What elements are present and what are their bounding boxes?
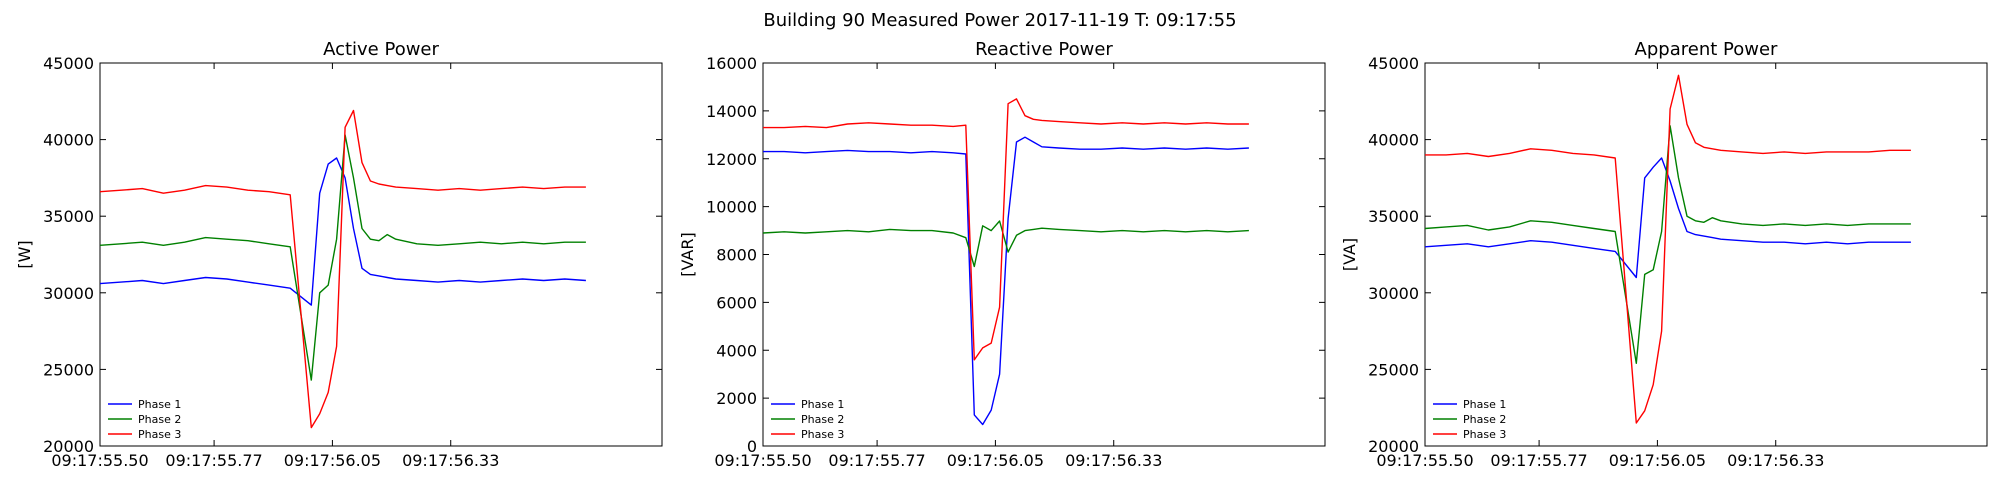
legend-label: Phase 1 [138,398,181,411]
legend-label: Phase 2 [138,413,181,426]
x-tick-label: 09:17:56.33 [402,451,499,470]
chart-title: Active Power [323,39,439,60]
chart-panel-3: Apparent Power [VA] 20000 25000 30000 35000 40… [1340,39,1988,470]
chart-panel-1: Active Power [W] 20000 25000 30000 35000 40000… [15,39,663,470]
y-tick-label: 30000 [1368,284,1419,303]
y-tick-label: 16000 [706,54,757,73]
figure-suptitle: Building 90 Measured Power 2017-11-19 T:… [763,10,1236,31]
y-tick-label: 40000 [1368,131,1419,150]
series-line-phase-3 [763,98,1249,361]
x-tick-label: 09:17:55.77 [828,451,925,470]
x-tick-label: 09:17:55.77 [1490,451,1587,470]
y-tick-label: 45000 [1368,54,1419,73]
legend: Phase 1 Phase 2 Phase 3 [108,398,181,441]
y-tick-label: 0 [747,437,757,456]
series-line-phase-2 [762,220,1249,268]
chart-panels: Active Power[W]2000025000300003500040000… [15,39,1988,470]
legend-label: Phase 3 [1463,428,1506,441]
x-tick-label: 09:17:55.50 [714,451,811,470]
x-tick-label: 09:17:55.50 [51,451,148,470]
y-tick-label: 35000 [1368,207,1419,226]
legend-label: Phase 3 [138,428,181,441]
y-tick-label: 14000 [706,102,757,121]
series-line-phase-3 [1425,74,1911,424]
y-tick-label: 40000 [43,131,94,150]
legend: Phase 1 Phase 2 Phase 3 [771,398,844,441]
y-axis-label: [W] [15,240,34,268]
y-axis-label: [VAR] [678,232,697,276]
y-tick-label: 30000 [43,284,94,303]
y-tick-label: 20000 [43,437,94,456]
y-tick-label: 12000 [706,150,757,169]
legend-label: Phase 1 [801,398,844,411]
x-tick-label: 09:17:56.05 [947,451,1044,470]
chart-title: Apparent Power [1635,39,1778,60]
plot-frame [99,62,663,447]
y-tick-label: 8000 [716,246,757,265]
chart-title: Reactive Power [975,39,1113,60]
series-line-phase-1 [1424,157,1911,279]
x-tick-label: 09:17:55.77 [165,451,262,470]
x-tick-label: 09:17:56.05 [284,451,381,470]
series-line-phase-1 [763,136,1249,426]
chart-panel-2: Reactive Power [VAR] 0 2000 4000 6000 8000 1000… [678,39,1326,470]
y-tick-label: 35000 [43,207,94,226]
y-tick-label: 45000 [43,54,94,73]
x-tick-label: 09:17:55.50 [1376,451,1473,470]
y-tick-label: 6000 [716,293,757,312]
legend-label: Phase 2 [801,413,844,426]
series-line-phase-3 [99,109,586,429]
plot-frame [762,62,1326,447]
y-tick-label: 20000 [1368,437,1419,456]
y-tick-label: 4000 [716,341,757,360]
series-line-phase-2 [1424,125,1911,364]
x-tick-label: 09:17:56.33 [1065,451,1162,470]
legend-label: Phase 1 [1463,398,1506,411]
y-axis-label: [VA] [1340,238,1359,271]
y-tick-label: 25000 [1368,360,1419,379]
y-tick-label: 10000 [706,198,757,217]
x-tick-label: 09:17:56.05 [1609,451,1706,470]
series-line-phase-1 [99,157,586,306]
y-tick-label: 2000 [716,389,757,408]
series-line-phase-2 [99,134,586,381]
plot-frame [1424,62,1988,447]
legend-label: Phase 2 [1463,413,1506,426]
legend-label: Phase 3 [801,428,844,441]
y-tick-label: 25000 [43,360,94,379]
legend: Phase 1 Phase 2 Phase 3 [1433,398,1506,441]
x-tick-label: 09:17:56.33 [1727,451,1824,470]
